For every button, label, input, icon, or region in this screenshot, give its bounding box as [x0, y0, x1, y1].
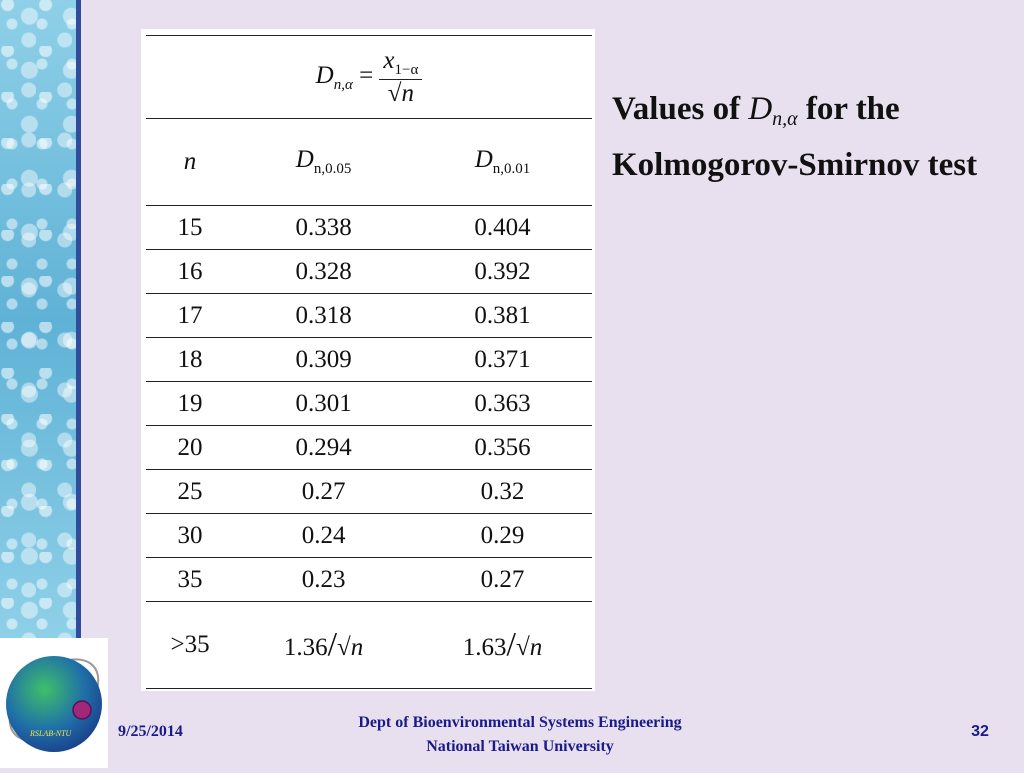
cell-n: 25: [146, 469, 235, 514]
footer-dept: Dept of Bioenvironmental Systems Enginee…: [358, 714, 682, 731]
cell-d001: 0.381: [413, 293, 592, 338]
formula-lhs-sub: n,α: [333, 76, 353, 93]
cell-d005: 0.328: [234, 249, 414, 294]
cell-d005: 0.318: [234, 293, 414, 338]
cell-d001: 0.404: [413, 205, 592, 250]
ks-table-panel: Dn,α = x1−α √n n Dn,0.05 Dn,0.01 15 0.338…: [141, 29, 595, 691]
page-number: 32: [971, 723, 989, 740]
cell-d005: 0.301: [234, 381, 414, 426]
logo-text: RSLAB-NTU: [29, 729, 73, 738]
table-row: 15 0.338 0.404: [146, 205, 592, 250]
header-d001: Dn,0.01: [413, 118, 592, 206]
title-symbol-sub: n,α: [772, 108, 798, 130]
table-row: 18 0.309 0.371: [146, 337, 592, 382]
footer-institution: Dept of Bioenvironmental Systems Enginee…: [260, 711, 780, 759]
cell-d005: 0.27: [234, 469, 414, 514]
cell-d005: 0.309: [234, 337, 414, 382]
cell-d001-formula: 1.63/√n: [413, 601, 592, 689]
cell-n: 16: [146, 249, 235, 294]
ks-critical-values-table: Dn,α = x1−α √n n Dn,0.05 Dn,0.01 15 0.338…: [146, 35, 592, 689]
equals-sign: =: [359, 61, 380, 89]
cell-d001: 0.371: [413, 337, 592, 382]
cell-n: 18: [146, 337, 235, 382]
cell-d005: 0.294: [234, 425, 414, 470]
cell-n: 19: [146, 381, 235, 426]
cell-n: 17: [146, 293, 235, 338]
formula-lhs: D: [315, 61, 334, 89]
cell-d001: 0.356: [413, 425, 592, 470]
table-row: 19 0.301 0.363: [146, 381, 592, 426]
cell-d001: 0.363: [413, 381, 592, 426]
cell-n: 30: [146, 513, 235, 558]
side-decoration-bar: [0, 0, 79, 640]
formula-numerator: x1−α: [379, 47, 423, 80]
cell-d001: 0.32: [413, 469, 592, 514]
footer-date: 9/25/2014: [118, 723, 183, 740]
header-row: n Dn,0.05 Dn,0.01: [146, 118, 592, 206]
cell-n: 15: [146, 205, 235, 250]
title-suffix: for the Kolmogorov-Smirnov test: [612, 91, 978, 183]
table-row: 17 0.318 0.381: [146, 293, 592, 338]
rslab-logo: RSLAB-NTU: [0, 638, 108, 768]
cell-n: 20: [146, 425, 235, 470]
table-row: 35 0.23 0.27: [146, 557, 592, 602]
formula-cell: Dn,α = x1−α √n: [146, 35, 592, 119]
cell-n-large: >35: [146, 601, 235, 689]
formula-denominator: √n: [387, 79, 414, 107]
table-row-large-n: >35 1.36/√n 1.63/√n: [146, 601, 592, 689]
cell-d005: 0.338: [234, 205, 414, 250]
title-symbol: D: [748, 91, 773, 127]
cell-d001: 0.29: [413, 513, 592, 558]
formula-fraction: x1−α √n: [379, 47, 423, 108]
cell-d001: 0.392: [413, 249, 592, 294]
header-n: n: [146, 118, 235, 206]
cell-n: 35: [146, 557, 235, 602]
cell-d005: 0.23: [234, 557, 414, 602]
cell-d005: 0.24: [234, 513, 414, 558]
table-row: 20 0.294 0.356: [146, 425, 592, 470]
title-prefix: Values of: [612, 91, 741, 127]
cell-d005-formula: 1.36/√n: [234, 601, 414, 689]
rslab-logo-graphic: RSLAB-NTU: [6, 656, 102, 752]
slide-title: Values of Dn,α for the Kolmogorov-Smirno…: [612, 86, 1012, 188]
formula-row: Dn,α = x1−α √n: [146, 35, 592, 119]
table-row: 30 0.24 0.29: [146, 513, 592, 558]
footer-university: National Taiwan University: [426, 738, 614, 755]
cell-d001: 0.27: [413, 557, 592, 602]
table-row: 25 0.27 0.32: [146, 469, 592, 514]
side-divider-line: [79, 0, 81, 640]
table-row: 16 0.328 0.392: [146, 249, 592, 294]
header-d005: Dn,0.05: [234, 118, 414, 206]
